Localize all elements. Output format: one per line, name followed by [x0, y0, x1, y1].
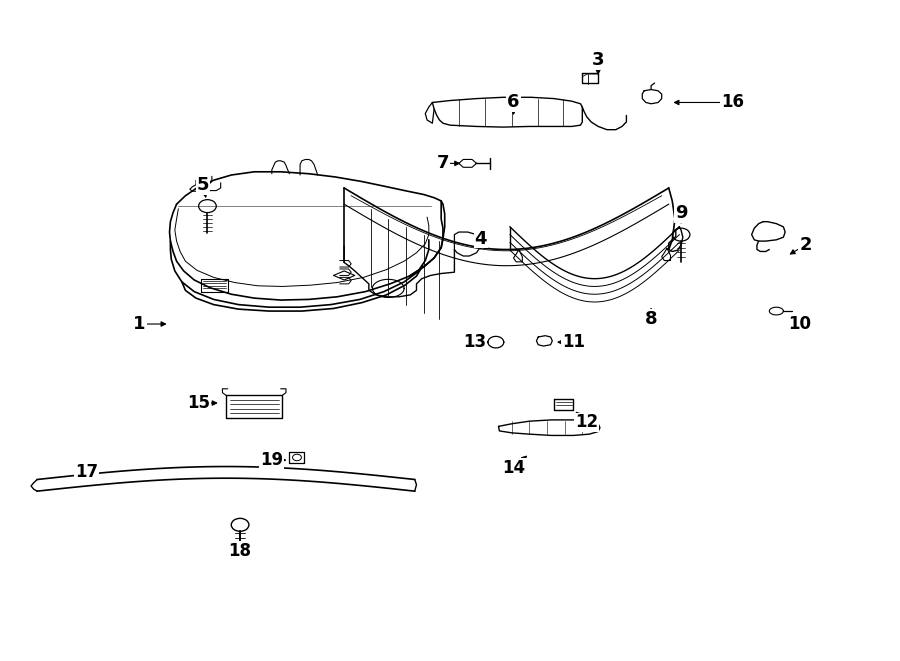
- Text: 12: 12: [575, 414, 598, 432]
- Text: 5: 5: [197, 176, 210, 194]
- Text: 3: 3: [592, 51, 605, 69]
- Text: 13: 13: [464, 333, 486, 351]
- Text: 7: 7: [436, 155, 449, 173]
- Text: 9: 9: [675, 204, 688, 221]
- Text: 17: 17: [75, 463, 98, 481]
- Text: 16: 16: [721, 93, 743, 112]
- Text: 11: 11: [562, 333, 585, 351]
- Text: 4: 4: [474, 229, 487, 247]
- Text: 15: 15: [187, 394, 210, 412]
- Text: 6: 6: [508, 93, 520, 112]
- Text: 14: 14: [502, 459, 525, 477]
- Text: 18: 18: [229, 542, 252, 560]
- Text: 19: 19: [260, 451, 284, 469]
- Text: 8: 8: [644, 310, 657, 328]
- Text: 10: 10: [788, 315, 812, 333]
- Text: 2: 2: [799, 236, 812, 254]
- Text: 1: 1: [133, 315, 146, 333]
